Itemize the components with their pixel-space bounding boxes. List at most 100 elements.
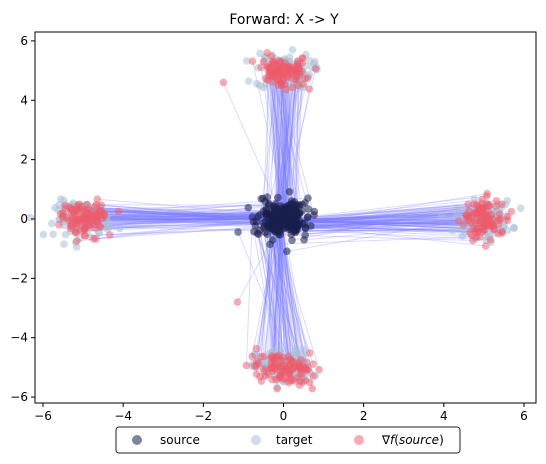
mapping-line — [259, 214, 293, 370]
mapping-line — [279, 224, 298, 366]
mapping-line — [276, 217, 307, 370]
mapped-point — [303, 74, 312, 83]
mapping-line — [284, 208, 483, 221]
mapping-line — [287, 75, 290, 192]
mapping-line — [279, 67, 294, 215]
mapping-line — [282, 85, 299, 217]
legend-label-mapped-f: f — [390, 433, 396, 447]
mapping-line — [275, 206, 485, 223]
mapping-line — [266, 66, 292, 209]
mapping-line — [272, 75, 288, 218]
mapping-line — [79, 207, 295, 211]
mapping-line — [285, 210, 482, 221]
mapping-line — [283, 216, 486, 221]
mapping-line — [279, 219, 482, 224]
target-point — [61, 230, 70, 239]
x-tick-label: −4 — [114, 409, 132, 423]
mapping-line — [280, 74, 303, 212]
mapping-line — [282, 72, 287, 218]
mapping-line — [279, 67, 299, 219]
target-point — [60, 240, 68, 248]
mapped-point — [507, 207, 516, 216]
mapping-line — [255, 226, 274, 367]
mapping-line — [268, 224, 300, 367]
mapping-line — [282, 211, 480, 224]
mapping-line — [222, 82, 284, 220]
mapping-line — [278, 219, 284, 356]
mapping-line — [280, 70, 286, 219]
x-tick-label: 0 — [280, 409, 288, 423]
mapping-line — [272, 239, 290, 357]
mapped-point — [471, 217, 480, 225]
mapped-point — [304, 365, 313, 374]
source-point — [307, 222, 315, 230]
mapped-point — [93, 218, 102, 226]
target-point — [244, 77, 253, 85]
mapping-line — [280, 220, 285, 366]
mapping-line — [276, 67, 284, 209]
mapped-point — [219, 78, 228, 87]
mapped-point — [475, 210, 483, 219]
mapping-line — [260, 67, 284, 210]
mapping-line — [278, 69, 289, 206]
legend-label-mapped-source: source — [399, 433, 439, 447]
legend-marker-source — [132, 435, 142, 445]
mapped-point — [484, 215, 493, 224]
source-point — [287, 201, 295, 209]
source-point — [288, 236, 296, 245]
mapping-line — [269, 69, 285, 208]
mapping-line — [277, 80, 290, 211]
mapping-line — [286, 200, 497, 223]
mapping-line — [274, 71, 282, 215]
mapping-line — [285, 219, 474, 230]
mapped-point — [294, 63, 302, 71]
mapping-line — [291, 76, 297, 218]
mapped-point — [492, 196, 501, 205]
mapping-line — [273, 222, 282, 361]
mapping-line — [260, 228, 272, 357]
mapping-line — [280, 218, 284, 373]
mapping-line — [269, 66, 277, 215]
source-points — [234, 187, 319, 256]
y-tick-label: 2 — [20, 153, 28, 167]
mapped-point — [81, 224, 89, 233]
mapped-point — [286, 374, 295, 383]
mapped-point — [298, 54, 307, 62]
mapping-line — [281, 68, 317, 213]
mapping-line — [282, 79, 295, 215]
mapped-point — [305, 85, 314, 93]
mapping-line — [283, 214, 486, 220]
mapping-line — [270, 218, 284, 359]
mapping-line — [264, 225, 274, 358]
mapping-line — [284, 195, 487, 220]
mapping-line — [277, 219, 494, 227]
mapped-point — [252, 362, 261, 371]
source-point — [295, 210, 304, 218]
mapping-line — [265, 78, 285, 219]
mapping-line — [281, 211, 483, 221]
mapped-point — [268, 375, 276, 384]
y-axis: −6 −4 −2 0 2 4 6 — [10, 34, 35, 404]
mapping-line — [273, 71, 281, 217]
mapping-line — [281, 215, 291, 360]
mapping-line — [275, 70, 296, 214]
mapping-line — [274, 76, 298, 215]
mapping-line — [288, 220, 459, 230]
mapping-line — [278, 220, 302, 360]
mapped-point — [295, 381, 304, 389]
chart-title: Forward: X -> Y — [229, 12, 339, 28]
mapped-point — [273, 384, 282, 393]
target-point — [115, 224, 124, 233]
mapped-point — [302, 358, 311, 367]
mapped-point — [287, 357, 295, 365]
x-tick-label: −6 — [34, 409, 52, 423]
mapping-line — [295, 210, 481, 231]
legend: source target ∇f(source) — [115, 426, 461, 454]
source-point — [270, 202, 278, 211]
mapping-line — [279, 69, 296, 215]
mapping-line — [295, 220, 482, 233]
mapping-line — [291, 221, 475, 236]
mapping-line — [265, 76, 275, 214]
mapping-line — [279, 74, 294, 217]
mapping-line — [76, 200, 292, 221]
